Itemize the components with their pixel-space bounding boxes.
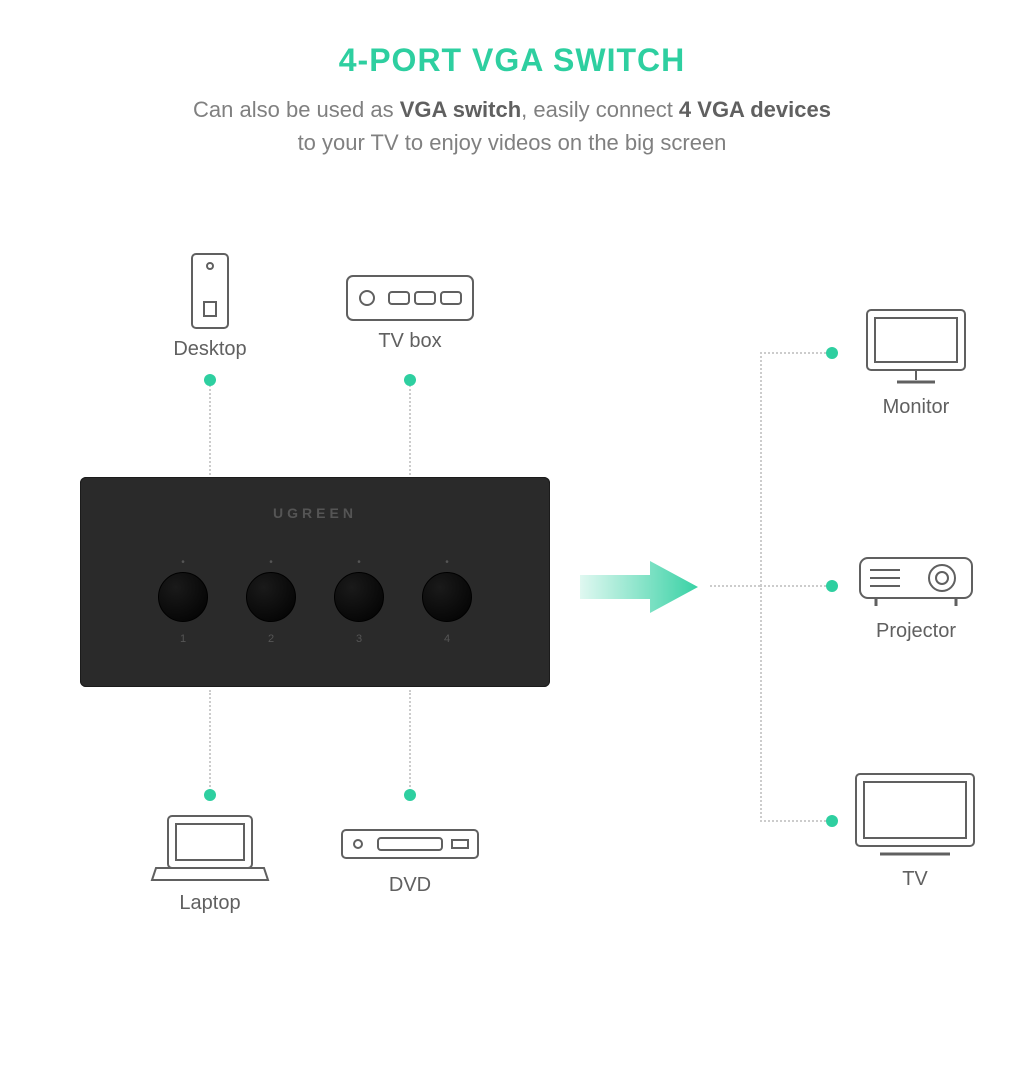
sub-line2: to your TV to enjoy videos on the big sc… bbox=[298, 130, 727, 155]
input-desktop-label: Desktop bbox=[150, 338, 270, 361]
monitor-icon bbox=[861, 306, 971, 388]
desktop-icon bbox=[190, 252, 230, 330]
input-tvbox-label: TV box bbox=[330, 330, 490, 353]
sub-mid: , easily connect bbox=[521, 97, 679, 122]
switch-brand: UGREEN bbox=[80, 505, 550, 521]
input-dvd-label: DVD bbox=[330, 874, 490, 897]
switch-button-4: •4 bbox=[422, 572, 472, 622]
sub-b2: 4 VGA devices bbox=[679, 97, 831, 122]
output-monitor-label: Monitor bbox=[846, 396, 986, 419]
switch-button-1: •1 bbox=[158, 572, 208, 622]
connector-laptop-dot bbox=[204, 789, 216, 801]
connector-tvbox-dot bbox=[404, 374, 416, 386]
switch-button-2: •2 bbox=[246, 572, 296, 622]
dvd-icon bbox=[340, 822, 480, 866]
switch-button-row: •1 •2 •3 •4 bbox=[80, 572, 550, 622]
output-tv: TV bbox=[840, 770, 990, 891]
switch-num-3: 3 bbox=[335, 633, 383, 645]
out-spine bbox=[760, 352, 762, 822]
sub-pre: Can also be used as bbox=[193, 97, 400, 122]
connector-desktop-dot bbox=[204, 374, 216, 386]
input-laptop: Laptop bbox=[130, 812, 290, 915]
tvbox-icon bbox=[345, 274, 475, 322]
page-title: 4-PORT VGA SWITCH bbox=[0, 42, 1024, 79]
output-tv-label: TV bbox=[840, 868, 990, 891]
connector-tvbox bbox=[409, 380, 411, 475]
connector-laptop bbox=[209, 690, 211, 795]
out-branch-projector bbox=[760, 585, 830, 587]
vga-switch-device: UGREEN •1 •2 •3 •4 bbox=[80, 477, 550, 687]
connector-desktop bbox=[209, 380, 211, 475]
connector-dvd-dot bbox=[404, 789, 416, 801]
laptop-icon bbox=[150, 812, 270, 884]
switch-num-1: 1 bbox=[159, 633, 207, 645]
switch-button-3: •3 bbox=[334, 572, 384, 622]
output-monitor: Monitor bbox=[846, 306, 986, 419]
diagram-stage: Desktop TV box UGREEN •1 •2 •3 •4 bbox=[0, 222, 1024, 1022]
out-dot-monitor bbox=[826, 347, 838, 359]
page-subtitle: Can also be used as VGA switch, easily c… bbox=[0, 93, 1024, 159]
input-desktop: Desktop bbox=[150, 252, 270, 361]
out-dot-tv bbox=[826, 815, 838, 827]
out-branch-monitor bbox=[760, 352, 830, 354]
out-branch-tv bbox=[760, 820, 830, 822]
out-trunk bbox=[710, 585, 760, 587]
input-laptop-label: Laptop bbox=[130, 892, 290, 915]
switch-num-2: 2 bbox=[247, 633, 295, 645]
tv-icon bbox=[850, 770, 980, 860]
projector-icon bbox=[856, 548, 976, 612]
connector-dvd bbox=[409, 690, 411, 795]
sub-b1: VGA switch bbox=[400, 97, 521, 122]
output-projector-label: Projector bbox=[846, 620, 986, 643]
switch-num-4: 4 bbox=[423, 633, 471, 645]
input-dvd: DVD bbox=[330, 822, 490, 897]
out-dot-projector bbox=[826, 580, 838, 592]
output-projector: Projector bbox=[846, 548, 986, 643]
flow-arrow-icon bbox=[580, 557, 700, 617]
input-tvbox: TV box bbox=[330, 274, 490, 353]
